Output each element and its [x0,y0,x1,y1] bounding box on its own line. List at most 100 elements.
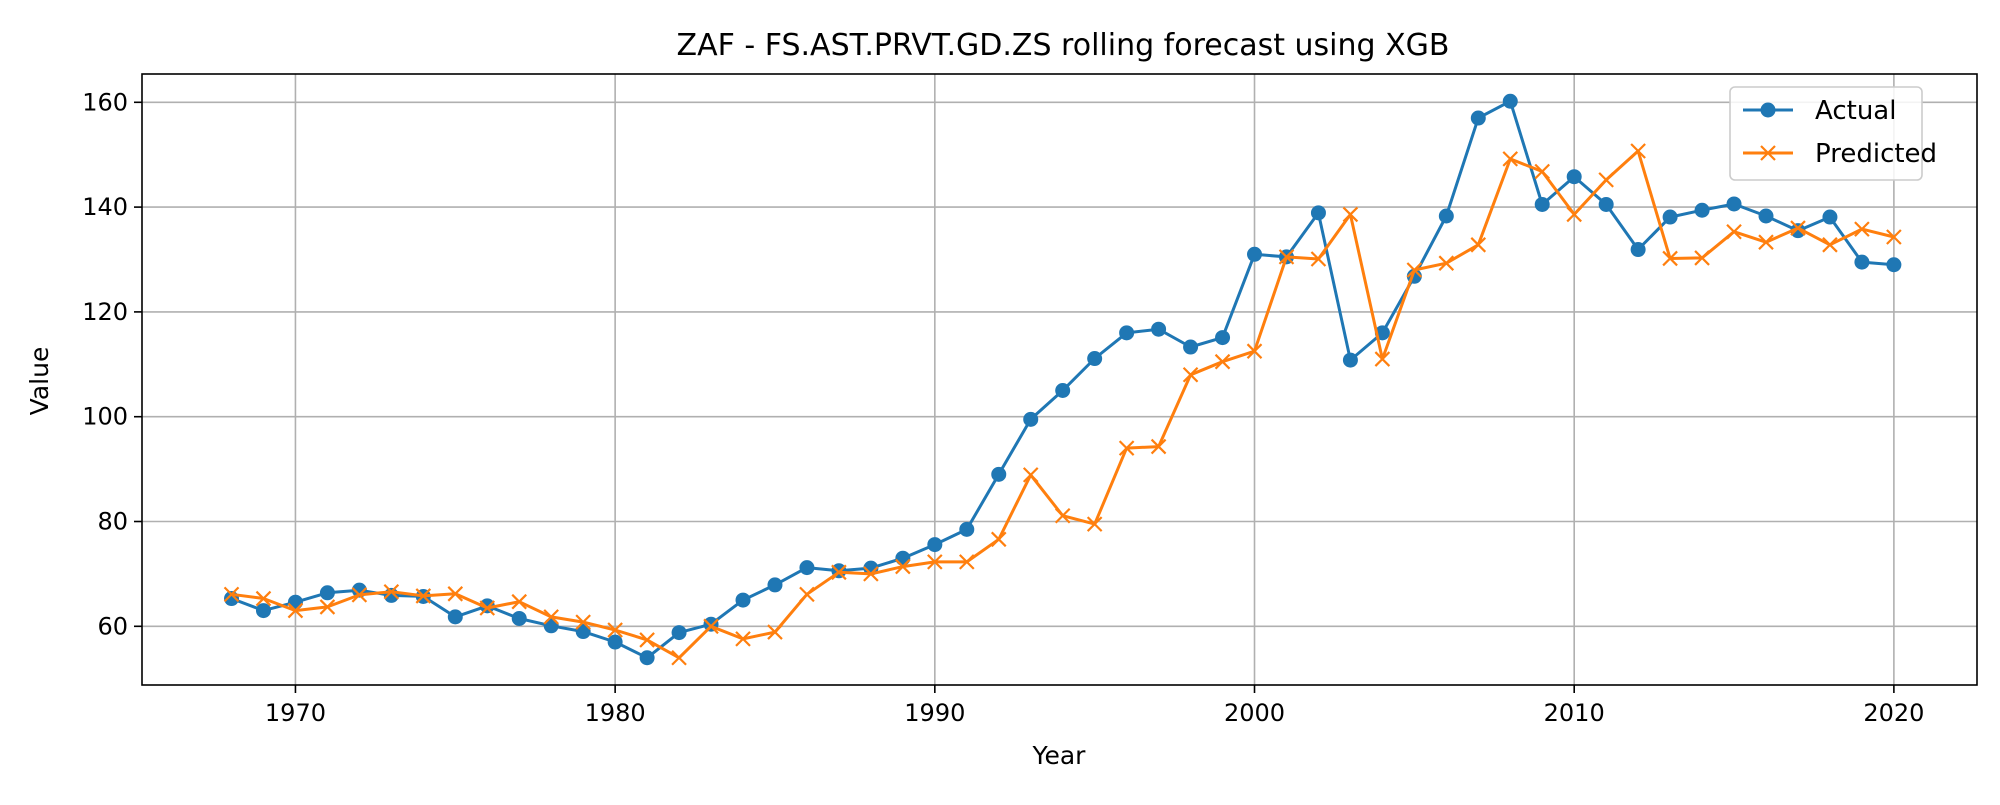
predicted-point-stroke [287,602,304,619]
predicted-point-stroke [479,600,496,616]
predicted-point [1534,163,1551,180]
predicted-point [895,558,911,575]
predicted-point [447,586,464,602]
predicted-point-stroke [1214,353,1231,370]
predicted-point-stroke [1342,206,1359,223]
predicted-point-stroke [1822,237,1838,253]
actual-point [639,650,655,666]
actual-point [1822,209,1838,225]
predicted-point-stroke [959,554,975,570]
legend-marker-predicted [1760,145,1776,161]
ticks: 1970 1980 1990 2000 2010 2020 60 80 100 120 140 160 [82,88,1924,727]
actual-point [895,550,911,566]
predicted-point-stroke [543,609,559,625]
actual-point [927,537,943,553]
actual-point [383,587,399,603]
actual-point [1534,196,1550,212]
predicted-point [1438,255,1455,271]
actual-point [1119,325,1135,341]
actual-point [735,592,751,608]
legend-label-predicted: Predicted [1815,139,1937,169]
predicted-point-stroke [799,586,815,603]
predicted-point [671,649,687,666]
predicted-point [767,624,783,640]
predicted-point [1822,237,1838,253]
x-tick-label: 1990 [904,699,965,727]
predicted-point-stroke [1086,516,1103,532]
predicted-point [799,586,815,603]
predicted-point [1310,251,1327,267]
predicted-point-stroke [639,632,655,648]
actual-point [1662,209,1678,225]
actual-point [1342,352,1358,368]
actual-point [575,624,591,640]
predicted-point-stroke [1534,163,1551,180]
x-tick-label: 2000 [1224,699,1285,727]
predicted-point-stroke [1566,206,1582,223]
predicted-point [959,554,975,570]
actual-point [319,585,335,601]
predicted-point-stroke [1886,229,1902,245]
predicted-point [607,622,623,638]
x-tick-label: 2020 [1863,699,1924,727]
actual-point [1630,242,1646,258]
legend-marker-actual [1760,102,1776,118]
actual-point [1790,223,1806,239]
predicted-point-stroke [1246,343,1263,359]
actual-point [1694,202,1710,218]
actual-point [1087,351,1103,367]
predicted-point [223,586,240,603]
predicted-point [1182,367,1199,383]
predicted-point-stroke [1470,237,1487,253]
actual-point [767,577,783,593]
actual-point [1886,257,1902,273]
predicted-point-stroke [863,566,879,582]
series-predicted [223,143,1902,666]
predicted-point-stroke [703,618,719,635]
predicted-point [927,554,943,570]
predicted-point [383,583,400,600]
predicted-point-stroke [990,531,1007,548]
predicted-point-stroke [1438,255,1455,271]
predicted-point [1022,467,1039,483]
predicted-point-stroke [1374,351,1391,367]
predicted-point [319,599,336,615]
predicted-point [703,618,719,635]
y-tick-label: 80 [97,508,128,536]
actual-point [1183,339,1199,355]
predicted-point-stroke [1694,250,1710,266]
actual-point [1438,208,1454,224]
predicted-point-stroke [255,590,272,607]
actual-point [255,603,271,619]
predicted-point-stroke [447,586,464,602]
predicted-point [831,564,847,581]
predicted-point [1598,172,1614,188]
actual-point [1502,93,1518,109]
legend: Actual Predicted [1729,86,1937,181]
actual-point [991,466,1007,482]
legend-label-actual: Actual [1815,96,1896,126]
predicted-point [1854,221,1870,237]
y-tick-label: 120 [82,298,128,326]
predicted-point [1662,250,1678,267]
predicted-point [1566,206,1582,223]
x-axis-label: Year [1032,741,1087,770]
predicted-point-stroke [735,631,751,647]
predicted-point-stroke [1502,151,1519,167]
predicted-point-stroke [415,588,432,604]
predicted-point [1406,262,1423,278]
predicted-point-stroke [1310,251,1327,267]
predicted-point [1790,220,1806,236]
legend-item-predicted: Predicted [1743,139,1937,169]
actual-point [1310,205,1326,221]
predicted-point [1694,250,1710,266]
predicted-point [351,587,368,603]
predicted-point-stroke [1054,507,1071,524]
actual-point [1151,321,1167,337]
actual-point [1023,411,1039,427]
predicted-point-stroke [1022,467,1039,483]
predicted-point [1150,438,1167,455]
plot-series [223,93,1902,666]
predicted-point [1758,234,1774,250]
predicted-point-stroke [575,614,591,630]
